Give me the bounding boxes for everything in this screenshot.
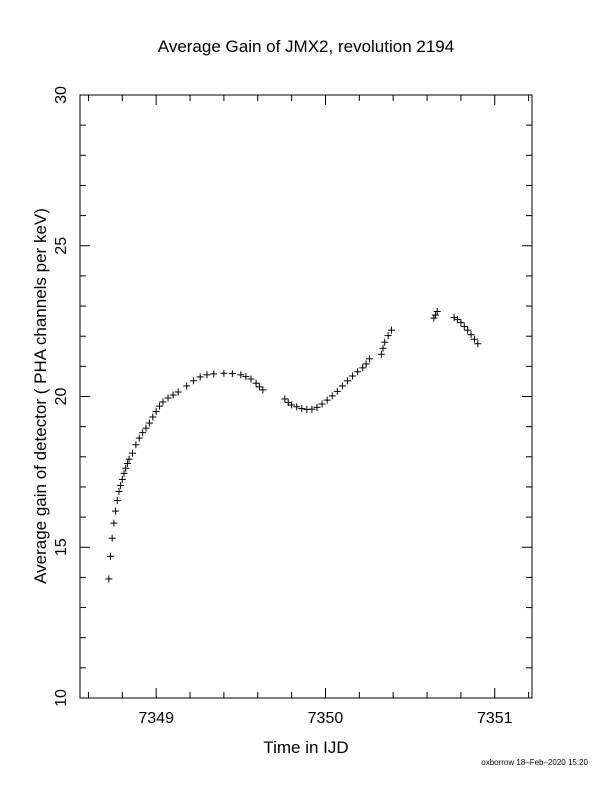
data-point: [118, 475, 126, 483]
data-point: [430, 314, 438, 322]
data-point: [156, 402, 164, 410]
data-point: [313, 403, 321, 411]
chart-title: Average Gain of JMX2, revolution 2194: [157, 37, 455, 56]
data-points: [105, 307, 482, 583]
data-point: [115, 487, 123, 495]
data-point: [318, 400, 326, 408]
data-point: [255, 383, 263, 391]
x-tick-label: 7350: [308, 710, 344, 727]
data-point: [117, 481, 125, 489]
data-point: [467, 331, 475, 339]
data-point: [189, 377, 197, 385]
data-point: [152, 408, 160, 416]
data-point: [113, 497, 121, 505]
data-point: [174, 388, 182, 396]
x-tick-label: 7349: [138, 710, 174, 727]
data-point: [308, 405, 316, 413]
data-point: [298, 405, 306, 413]
data-point: [252, 379, 260, 387]
data-point: [343, 377, 351, 385]
data-point: [384, 332, 392, 340]
y-axis-ticks: [80, 94, 532, 699]
data-point: [145, 419, 153, 427]
data-point: [112, 507, 120, 515]
data-point: [164, 394, 172, 402]
data-point: [220, 369, 228, 377]
data-point: [328, 392, 336, 400]
data-point: [123, 459, 131, 467]
data-point: [128, 449, 136, 457]
y-tick-label: 20: [53, 388, 70, 406]
data-point: [470, 335, 478, 343]
data-point: [247, 375, 255, 383]
data-point: [381, 338, 389, 346]
data-point: [169, 391, 177, 399]
data-point: [196, 373, 204, 381]
data-point: [149, 413, 157, 421]
data-point: [474, 340, 482, 348]
data-point: [333, 387, 341, 395]
data-point: [464, 326, 472, 334]
data-point: [210, 370, 218, 378]
data-point: [228, 370, 236, 378]
data-point: [457, 319, 465, 327]
data-point: [259, 386, 267, 394]
data-point: [323, 396, 331, 404]
plot-frame: [79, 94, 533, 699]
data-point: [105, 575, 113, 583]
x-tick-label: 7351: [477, 710, 513, 727]
data-point: [125, 455, 133, 463]
y-tick-label: 15: [53, 538, 70, 556]
data-point: [139, 429, 147, 437]
y-tick-label: 30: [53, 86, 70, 104]
data-point: [433, 307, 441, 315]
data-point: [460, 323, 468, 331]
data-point: [108, 534, 116, 542]
data-point: [183, 382, 191, 390]
data-point: [359, 364, 367, 372]
data-point: [159, 398, 167, 406]
data-point: [106, 552, 114, 560]
data-point: [288, 401, 296, 409]
data-point: [110, 519, 118, 527]
y-tick-labels: 10 15 20 25 30: [53, 86, 70, 707]
data-point: [122, 464, 130, 472]
x-axis-ticks: [87, 95, 530, 698]
data-point: [242, 373, 250, 381]
data-point: [338, 382, 346, 390]
footer-timestamp: oxborrow 18–Feb–2020 15:20: [481, 758, 588, 767]
data-point: [377, 350, 385, 358]
data-point: [379, 344, 387, 352]
x-axis-label: Time in IJD: [263, 738, 349, 757]
data-point: [120, 469, 128, 477]
data-point: [362, 360, 370, 368]
data-point: [237, 371, 245, 379]
data-point: [135, 434, 143, 442]
data-point: [293, 403, 301, 411]
data-point: [387, 326, 395, 334]
data-point: [354, 368, 362, 376]
y-tick-label: 10: [53, 689, 70, 707]
data-point: [132, 441, 140, 449]
data-point: [203, 371, 211, 379]
data-point: [281, 395, 289, 403]
y-tick-label: 25: [53, 237, 70, 255]
data-point: [349, 372, 357, 380]
data-point: [365, 355, 373, 363]
y-axis-label: Average gain of detector ( PHA channels …: [31, 208, 50, 584]
x-tick-labels: 7349 7350 7351: [138, 710, 512, 727]
data-point: [142, 424, 150, 432]
data-point: [454, 316, 462, 324]
data-point: [432, 311, 440, 319]
